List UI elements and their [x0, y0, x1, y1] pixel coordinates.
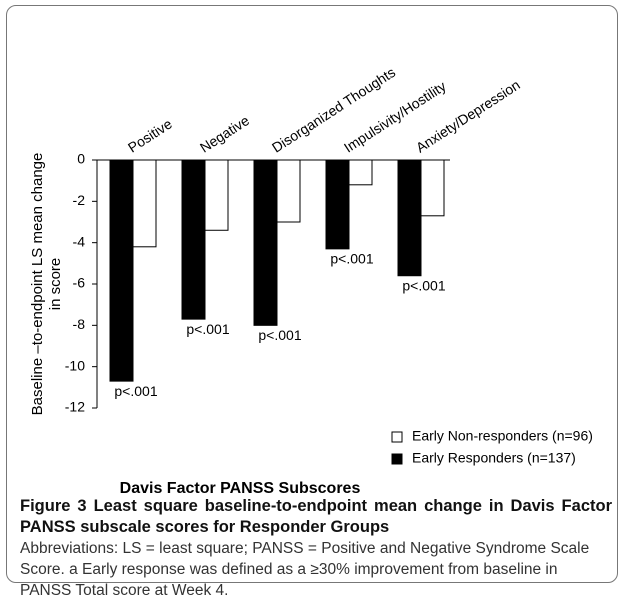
bar	[204, 159, 229, 231]
caption-title: Figure 3 Least square baseline-to-endpoi…	[20, 497, 612, 536]
legend-label: Early Responders (n=137)	[412, 450, 576, 466]
chart: Davis Factor PANSS Subscores Baseline –t…	[29, 64, 593, 495]
x-axis-label: Davis Factor PANSS Subscores	[120, 480, 361, 495]
x-tick-label: Positive	[125, 115, 175, 155]
y-tick-label: 0	[77, 151, 85, 167]
annotation: p<.001	[402, 277, 445, 293]
legend-label: Early Non-responders (n=96)	[412, 428, 593, 444]
y-tick-label: -4	[73, 233, 86, 249]
y-tick-label: -12	[65, 399, 85, 415]
bar	[397, 159, 422, 277]
y-tick-label: -6	[73, 275, 86, 291]
x-tick-label: Negative	[197, 112, 252, 156]
x-tick-label: Disorganized Thoughts	[269, 64, 398, 156]
annotation: p<.001	[330, 251, 373, 267]
y-tick-label: -8	[73, 316, 86, 332]
bar	[348, 159, 373, 186]
bar	[132, 159, 157, 248]
legend-swatch	[391, 453, 403, 465]
y-axis-label: Baseline –to-endpoint LS mean change	[29, 153, 46, 416]
bar	[420, 159, 445, 217]
legend-swatch	[391, 431, 403, 443]
y-tick-label: -2	[73, 192, 86, 208]
bar	[276, 159, 301, 223]
caption-text: Abbreviations: LS = least square; PANSS …	[20, 540, 590, 599]
annotation: p<.001	[186, 321, 229, 337]
bar	[109, 159, 134, 382]
figure-frame	[6, 5, 618, 583]
caption: Figure 3 Least square baseline-to-endpoi…	[20, 496, 612, 601]
annotation: p<.001	[114, 383, 157, 399]
bar	[253, 159, 278, 326]
annotation: p<.001	[258, 327, 301, 343]
bar	[325, 159, 350, 250]
y-axis-label: in score	[47, 258, 64, 311]
y-tick-label: -10	[65, 357, 85, 373]
bar	[181, 159, 206, 320]
